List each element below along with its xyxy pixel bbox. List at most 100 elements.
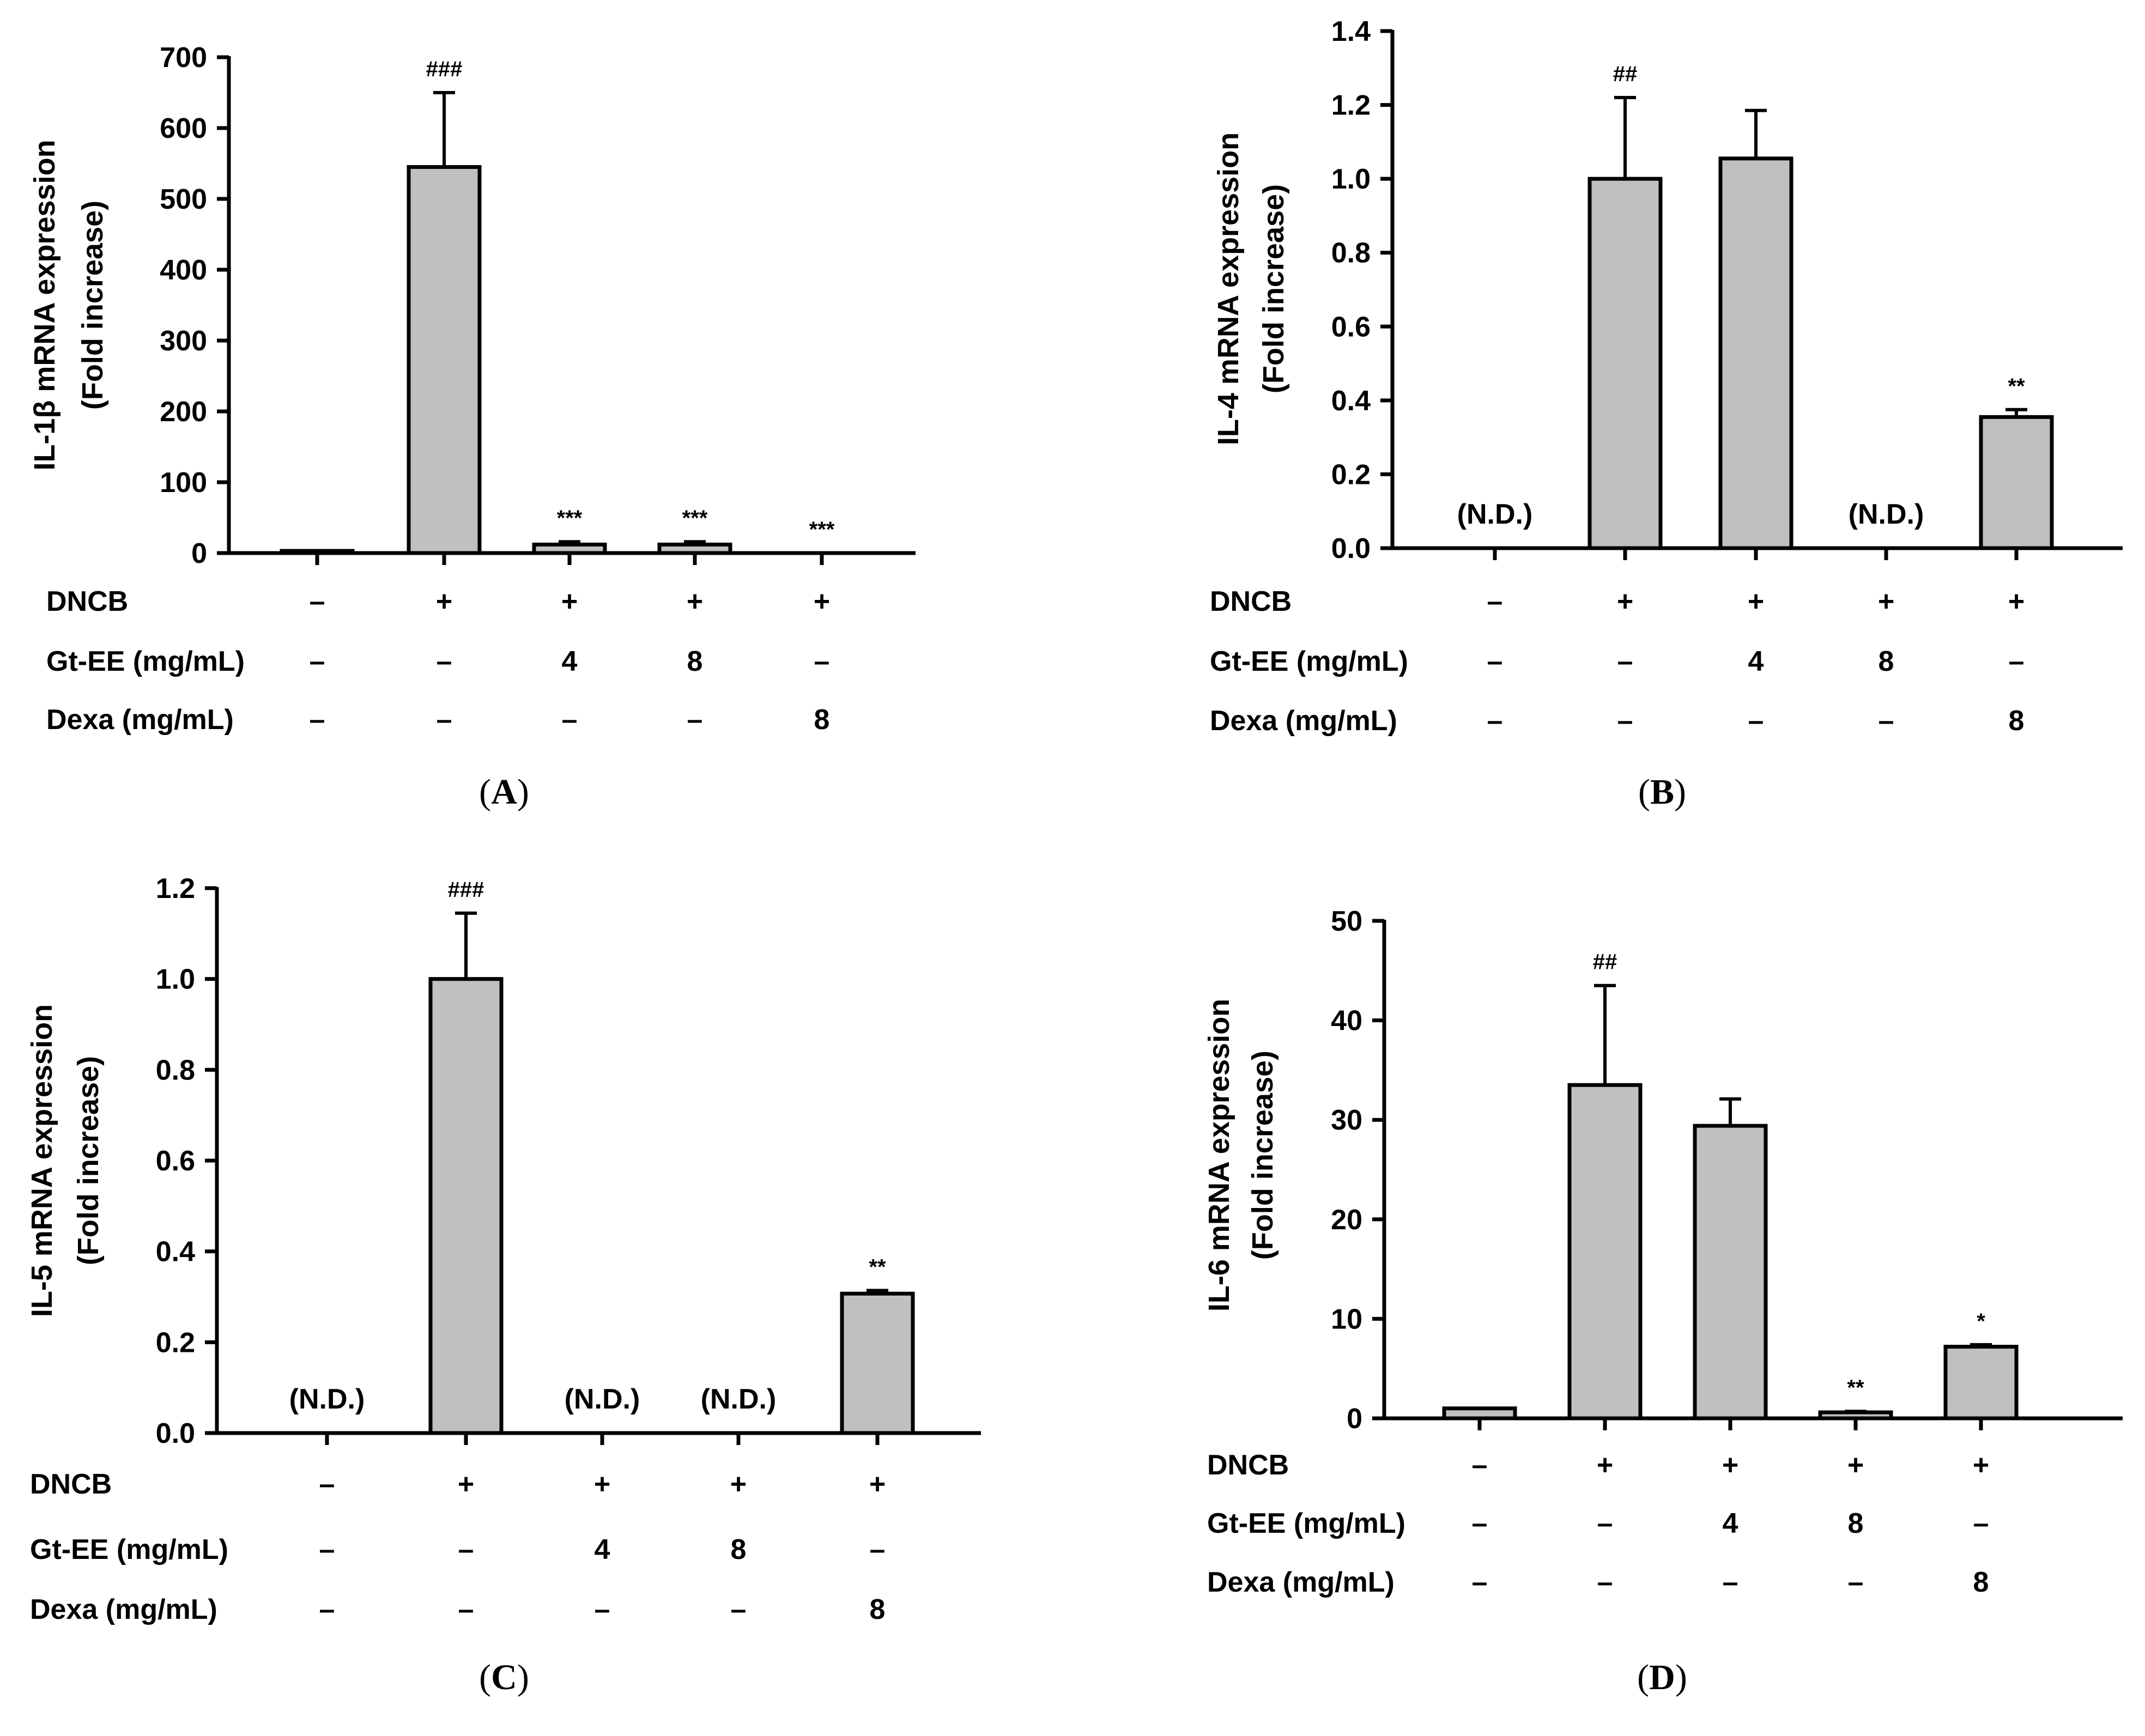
y-tick-label: 1.0 <box>156 964 195 996</box>
y-tick-label: 0 <box>1347 1403 1362 1435</box>
significance-label: ## <box>1593 950 1617 974</box>
condition-value: – <box>437 704 452 736</box>
not-detected-label: (N.D.) <box>701 1383 777 1415</box>
condition-value: + <box>1722 1449 1738 1481</box>
condition-value: + <box>561 586 578 617</box>
condition-value: 8 <box>870 1594 886 1625</box>
condition-value: 8 <box>1848 1508 1864 1539</box>
condition-value: 8 <box>687 646 703 677</box>
condition-label: DNCB <box>30 1468 112 1500</box>
panel-label: (A) <box>479 772 529 812</box>
significance-label: ** <box>2008 374 2025 398</box>
condition-label: Dexa (mg/mL) <box>30 1594 217 1625</box>
condition-value: – <box>319 1534 335 1565</box>
condition-value: 8 <box>1879 646 1894 677</box>
chart-panel-a: 0 100 200 300 400 500 600 700 ### *** *** *** IL-1β … <box>28 42 916 812</box>
condition-value: – <box>2009 646 2025 677</box>
condition-value: – <box>458 1594 474 1625</box>
bar <box>1442 1406 1517 1421</box>
y-tick-label: 200 <box>160 396 207 428</box>
y-tick-label: 0 <box>191 538 207 569</box>
condition-value: + <box>1973 1449 1989 1481</box>
condition-label: Dexa (mg/mL) <box>1210 705 1397 737</box>
condition-label: Dexa (mg/mL) <box>46 704 234 736</box>
condition-value: – <box>1472 1508 1488 1539</box>
condition-value: + <box>730 1468 747 1500</box>
condition-label: Gt-EE (mg/mL) <box>1207 1508 1405 1539</box>
y-tick-label: 1.2 <box>156 873 195 905</box>
significance-label: * <box>1977 1309 1985 1333</box>
condition-value: – <box>1487 705 1503 737</box>
condition-value: 8 <box>731 1534 747 1565</box>
condition-value: – <box>1487 586 1503 617</box>
condition-value: – <box>1879 705 1894 737</box>
y-tick-label: 0.2 <box>156 1327 195 1358</box>
condition-value: – <box>1973 1508 1989 1539</box>
y-tick-label: 400 <box>160 254 207 286</box>
panel-label: (D) <box>1637 1658 1687 1697</box>
y-axis-label: IL-4 mRNA expression <box>1212 132 1245 445</box>
condition-value: – <box>687 704 703 736</box>
y-tick-label: 40 <box>1331 1005 1362 1037</box>
significance-label: *** <box>557 506 583 530</box>
condition-value: – <box>1748 705 1764 737</box>
y-tick-label: 1.4 <box>1331 16 1371 47</box>
condition-value: – <box>1848 1567 1864 1598</box>
condition-value: + <box>869 1468 886 1500</box>
significance-label: *** <box>682 506 708 530</box>
condition-value: – <box>1487 646 1503 677</box>
bar <box>428 977 504 1435</box>
condition-value: – <box>595 1594 610 1625</box>
chart-panel-b: 0.0 0.2 0.4 0.6 0.8 1.0 1.2 1.4 (N.D.) ## (N.D.) **… <box>1210 16 2123 812</box>
y-tick-label: 600 <box>160 113 207 144</box>
condition-value: 4 <box>1723 1508 1738 1539</box>
condition-value: – <box>731 1594 747 1625</box>
condition-value: + <box>458 1468 474 1500</box>
bar <box>1818 1410 1893 1421</box>
significance-label: ### <box>448 878 484 902</box>
condition-value: – <box>458 1534 474 1565</box>
condition-value: + <box>1617 586 1633 617</box>
y-tick-label: 100 <box>160 467 207 499</box>
not-detected-label: (N.D.) <box>1457 499 1533 530</box>
y-tick-label: 30 <box>1331 1104 1362 1136</box>
y-axis-label-line2: (Fold increase) <box>76 201 109 410</box>
condition-label: Gt-EE (mg/mL) <box>46 646 245 677</box>
condition-value: – <box>310 586 325 617</box>
condition-value: – <box>1597 1567 1613 1598</box>
y-axis-label-line2: (Fold increase) <box>72 1056 105 1265</box>
condition-value: – <box>1617 705 1633 737</box>
bar <box>1943 1345 2019 1421</box>
y-axis-label: IL-6 mRNA expression <box>1203 999 1235 1312</box>
condition-value: 4 <box>595 1534 610 1565</box>
condition-value: – <box>437 646 452 677</box>
condition-value: + <box>814 586 830 617</box>
condition-value: 4 <box>1748 646 1764 677</box>
panel-label: (B) <box>1638 772 1686 812</box>
bar <box>280 549 355 555</box>
condition-value: + <box>1597 1449 1613 1481</box>
y-tick-label: 500 <box>160 184 207 215</box>
y-tick-label: 20 <box>1331 1204 1362 1236</box>
condition-value: 8 <box>814 704 830 736</box>
condition-value: 8 <box>1973 1567 1989 1598</box>
y-axis-label-line2: (Fold increase) <box>1257 184 1290 393</box>
y-tick-label: 0.4 <box>156 1236 195 1268</box>
y-tick-label: 1.0 <box>1331 163 1371 195</box>
y-axis-label-line2: (Fold increase) <box>1246 1051 1279 1260</box>
bar <box>1718 156 1793 550</box>
y-tick-label: 50 <box>1331 906 1362 937</box>
significance-label: ### <box>426 57 463 81</box>
significance-label: ** <box>869 1255 886 1279</box>
y-tick-label: 0.8 <box>156 1054 195 1086</box>
significance-label: ## <box>1613 62 1638 86</box>
condition-value: – <box>1617 646 1633 677</box>
y-axis-label: IL-5 mRNA expression <box>26 1004 58 1317</box>
y-tick-label: 0.8 <box>1331 238 1371 269</box>
condition-value: – <box>870 1534 886 1565</box>
condition-value: – <box>319 1594 335 1625</box>
y-tick-label: 0.6 <box>156 1145 195 1177</box>
not-detected-label: (N.D.) <box>1849 499 1924 530</box>
